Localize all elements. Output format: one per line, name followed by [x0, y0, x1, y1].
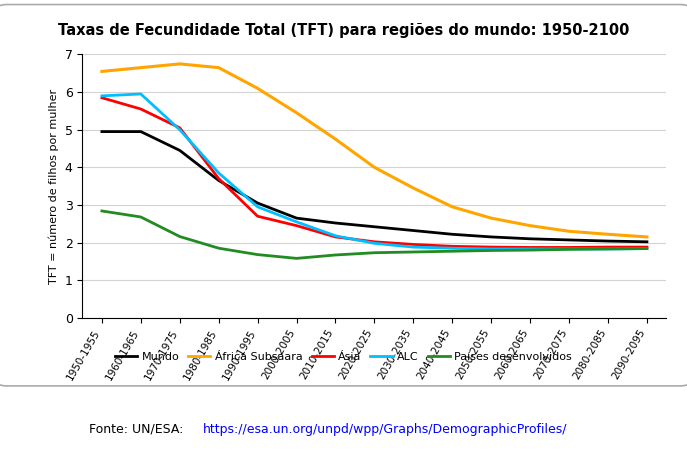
Países desenvolvidos	[214, 246, 223, 251]
Line: ALC: ALC	[102, 94, 647, 249]
Ásia	[214, 176, 223, 181]
Países desenvolvidos	[448, 248, 456, 254]
Ásia	[176, 125, 184, 131]
Text: Fonte: UN/ESA:: Fonte: UN/ESA:	[89, 423, 188, 436]
ALC	[643, 246, 651, 252]
Ásia	[137, 106, 145, 112]
Y-axis label: TFT = número de filhos por mulher: TFT = número de filhos por mulher	[49, 89, 59, 284]
África Subsaara	[448, 204, 456, 210]
Mundo	[254, 200, 262, 206]
Países desenvolvidos	[604, 246, 612, 252]
Mundo	[176, 148, 184, 153]
Mundo	[98, 129, 106, 134]
Ásia	[487, 244, 495, 250]
Ásia	[604, 244, 612, 250]
Ásia	[98, 95, 106, 100]
África Subsaara	[98, 69, 106, 74]
Ásia	[643, 244, 651, 250]
Países desenvolvidos	[176, 234, 184, 239]
ALC	[409, 244, 418, 250]
Mundo	[565, 237, 573, 242]
Mundo	[604, 238, 612, 244]
Mundo	[214, 178, 223, 183]
Países desenvolvidos	[487, 248, 495, 253]
ALC	[487, 246, 495, 252]
ALC	[214, 170, 223, 176]
Mundo	[137, 129, 145, 134]
África Subsaara	[526, 223, 534, 228]
Mundo	[331, 220, 339, 226]
África Subsaara	[214, 65, 223, 70]
Países desenvolvidos	[565, 247, 573, 252]
ALC	[331, 233, 339, 238]
Mundo	[643, 239, 651, 245]
África Subsaara	[487, 215, 495, 221]
Ásia	[254, 213, 262, 219]
Países desenvolvidos	[643, 246, 651, 252]
África Subsaara	[293, 110, 301, 115]
Mundo	[448, 232, 456, 237]
Ásia	[448, 244, 456, 249]
Mundo	[526, 236, 534, 242]
ALC	[604, 246, 612, 252]
Line: Ásia: Ásia	[102, 98, 647, 247]
África Subsaara	[409, 185, 418, 191]
África Subsaara	[565, 228, 573, 234]
Mundo	[409, 228, 418, 233]
ALC	[176, 127, 184, 133]
Mundo	[487, 234, 495, 240]
Ásia	[370, 239, 379, 245]
Line: Países desenvolvidos: Países desenvolvidos	[102, 211, 647, 258]
Países desenvolvidos	[98, 208, 106, 214]
Mundo	[370, 224, 379, 229]
ALC	[370, 241, 379, 246]
Países desenvolvidos	[409, 249, 418, 255]
ALC	[565, 246, 573, 252]
Legend: Mundo, África Subsaara, Ásia, ALC, Países desenvolvidos: Mundo, África Subsaara, Ásia, ALC, Paíse…	[111, 348, 576, 367]
Países desenvolvidos	[331, 252, 339, 258]
ALC	[526, 246, 534, 252]
Países desenvolvidos	[526, 247, 534, 253]
África Subsaara	[604, 232, 612, 237]
ALC	[98, 93, 106, 99]
Ásia	[293, 223, 301, 228]
Mundo	[293, 215, 301, 221]
Países desenvolvidos	[293, 256, 301, 261]
África Subsaara	[643, 234, 651, 240]
Line: Mundo: Mundo	[102, 132, 647, 242]
Países desenvolvidos	[254, 252, 262, 257]
Line: África Subsaara: África Subsaara	[102, 64, 647, 237]
Ásia	[526, 245, 534, 250]
ALC	[254, 204, 262, 210]
Países desenvolvidos	[370, 250, 379, 256]
Ásia	[565, 245, 573, 250]
África Subsaara	[331, 136, 339, 142]
ALC	[137, 91, 145, 97]
Ásia	[331, 234, 339, 240]
África Subsaara	[176, 61, 184, 67]
África Subsaara	[137, 65, 145, 70]
ALC	[448, 246, 456, 251]
Text: Taxas de Fecundidade Total (TFT) para regiões do mundo: 1950-2100: Taxas de Fecundidade Total (TFT) para re…	[58, 23, 629, 38]
Países desenvolvidos	[137, 214, 145, 220]
ALC	[293, 219, 301, 225]
África Subsaara	[370, 165, 379, 170]
África Subsaara	[254, 86, 262, 91]
Text: https://esa.un.org/unpd/wpp/Graphs/DemographicProfiles/: https://esa.un.org/unpd/wpp/Graphs/Demog…	[203, 423, 567, 436]
Ásia	[409, 242, 418, 247]
